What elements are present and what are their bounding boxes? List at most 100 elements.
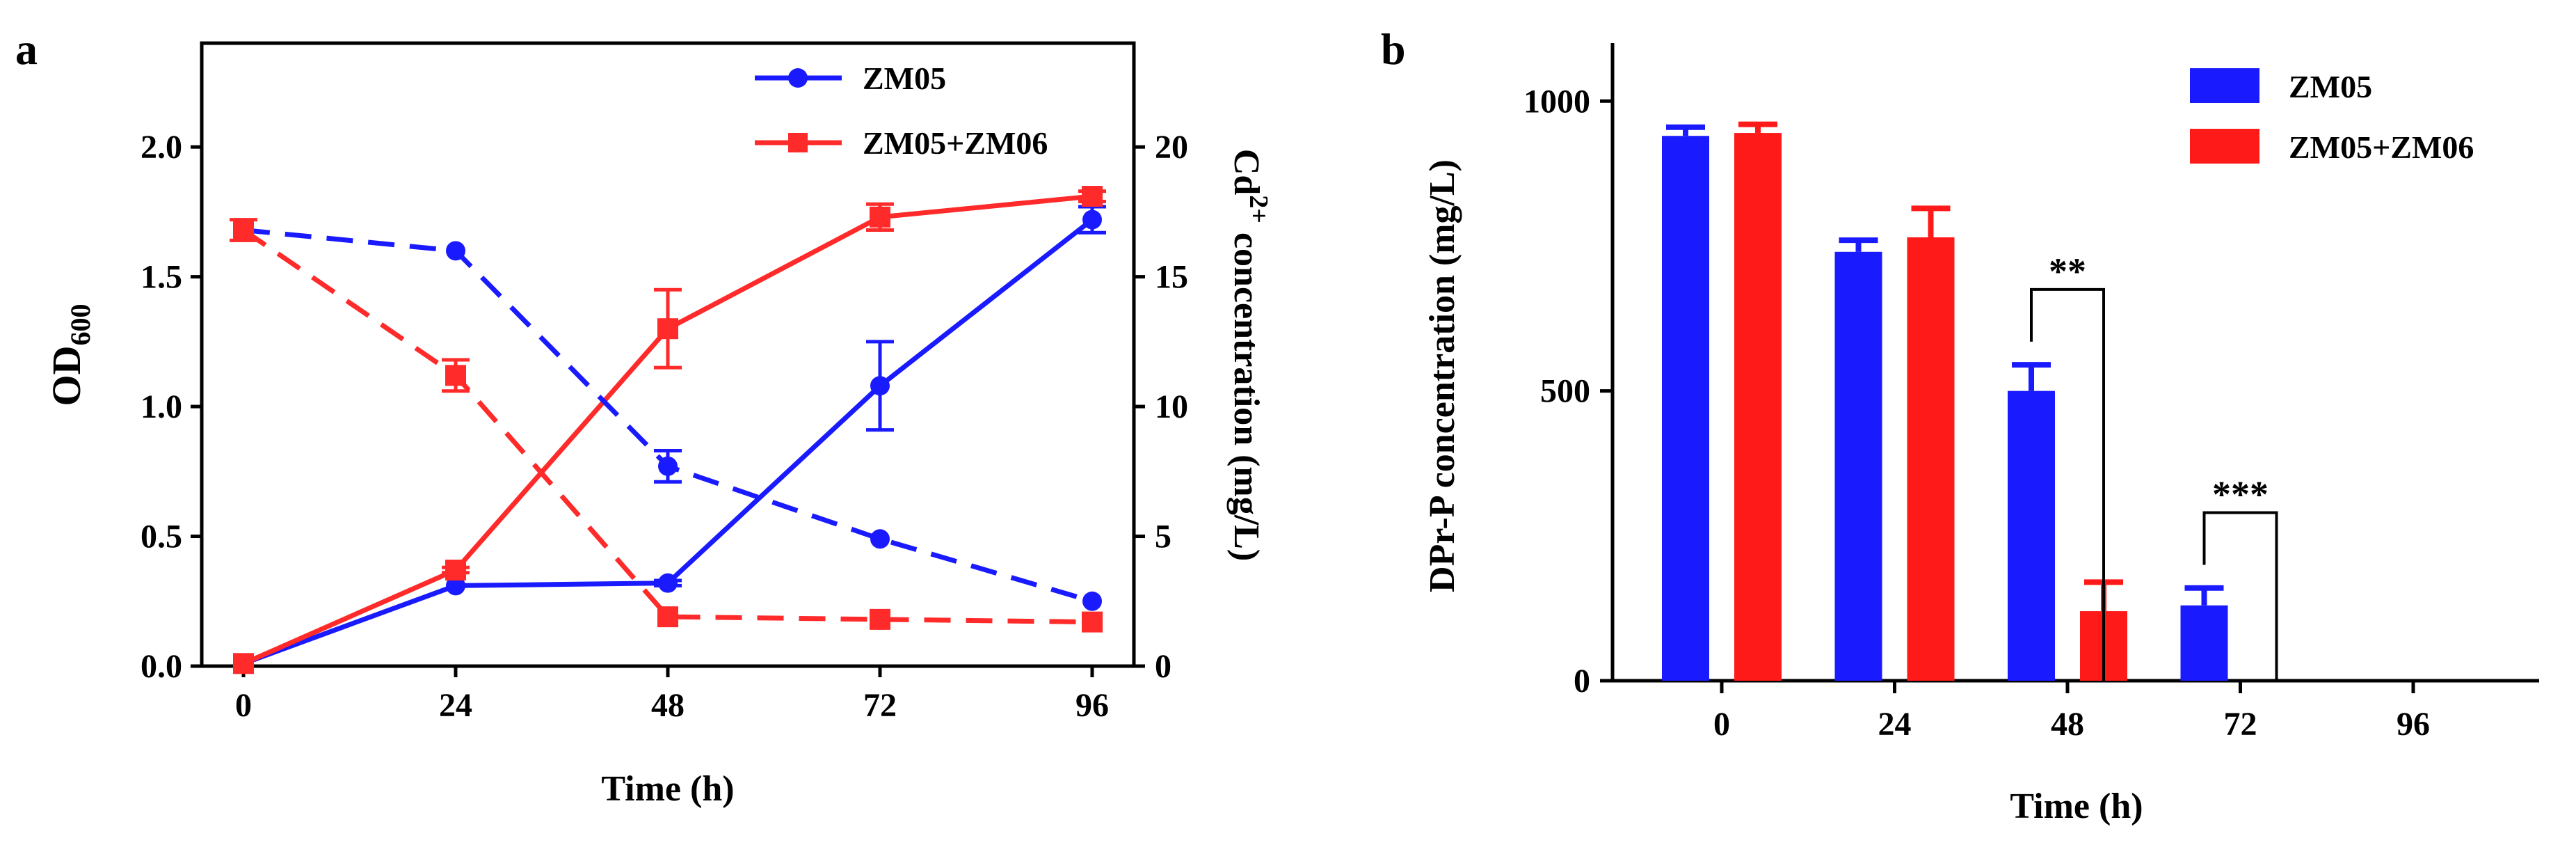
b-series-zm05 [1662,124,2228,681]
panel-b-y-axis: 0 500 1000 [1523,83,1613,700]
b-bar [2008,390,2055,681]
panel-a-left-axis: 0.0 0.5 1.0 1.5 2.0 [141,129,202,685]
legend-a-zm05: ZM05 [755,61,946,96]
b-x-tick-label: 96 [2397,706,2430,743]
svg-text:Cd2+ concentration (mg/L): Cd2+ concentration (mg/L) [1226,149,1273,561]
a-series-line [242,194,1093,666]
b-y-tick-label: 1000 [1523,83,1590,120]
a-series-zm05-zm06-cd [230,218,1103,633]
panel-b-ylabel-text: DPr-P concentration (mg/L) [1423,159,1462,592]
a-left-tick-label: 1.0 [141,388,182,425]
b-significance-bracket: *** [2202,474,2278,681]
a-right-tick-label: 15 [1155,259,1188,296]
b-significance-line [2202,511,2278,681]
a-data-point [1082,210,1102,230]
b-y-tick-label: 500 [1540,373,1590,410]
b-x-tick-label: 0 [1713,706,1730,743]
a-series-zm05-od600 [234,205,1106,674]
a-data-point [870,376,890,396]
b-significance-label: *** [2212,474,2269,516]
od-label-base: OD [44,346,89,406]
legend-b-zm05: ZM05 [2190,68,2372,104]
a-data-point [233,653,254,674]
a-data-point [446,241,465,261]
legend-b-zm05-zm06-label: ZM05+ZM06 [2289,129,2474,165]
a-series-zm05-zm06-od600 [233,186,1106,674]
a-x-tick-label: 0 [235,687,252,724]
b-x-tick-label: 24 [1878,706,1912,743]
b-significance-label: ** [2049,251,2086,292]
a-data-point [657,318,678,340]
a-left-tick-label: 0.5 [141,519,182,555]
b-y-tick-label: 0 [1574,663,1590,700]
b-bar [2180,605,2228,681]
legend-b-zm05-swatch [2190,68,2259,103]
a-data-point [658,573,678,593]
legend-b-zm05-label: ZM05 [2289,69,2372,104]
a-data-point [1082,591,1102,611]
panel-a-series [230,186,1106,674]
panel-a-xlabel: Time (h) [601,769,734,809]
a-series-line [242,217,1094,666]
panel-a-label: a [15,24,38,74]
a-x-tick-label: 72 [863,687,897,724]
a-data-point [658,456,678,476]
a-data-point [445,365,466,386]
panel-a-right-axis: 0 5 10 15 20 [1134,129,1188,685]
panel-a-left-ylabel: OD600 [44,304,96,406]
a-data-point [870,529,890,549]
a-data-point [657,606,678,628]
a-x-tick-label: 96 [1075,687,1109,724]
b-bar [1907,237,1955,681]
a-data-point [1082,186,1103,207]
legend-a-zm05-zm06-marker [788,133,808,152]
a-right-tick-label: 10 [1155,388,1188,425]
b-bar [1662,136,1709,681]
a-data-point [445,560,466,581]
panel-b-xlabel: Time (h) [2010,787,2143,826]
a-data-point [446,576,465,596]
a-data-point [1082,611,1103,633]
svg-text:OD600: OD600 [44,304,96,406]
b-series-zm05-zm06 [1734,121,2127,681]
legend-a-zm05-label: ZM05 [863,61,946,96]
b-significance-line [2030,287,2105,681]
b-x-tick-label: 72 [2224,706,2257,743]
panel-b-significance: ***** [2030,251,2278,681]
cd-label-rest: concentration (mg/L) [1226,223,1266,561]
a-right-tick-label: 0 [1155,648,1171,685]
a-right-tick-label: 20 [1155,129,1188,166]
panel-a-right-ylabel: Cd2+ concentration (mg/L) [1226,149,1273,561]
a-left-tick-label: 2.0 [141,129,182,166]
panel-b-label: b [1381,24,1406,74]
b-significance-bracket: ** [2030,251,2105,681]
panel-b-legend: ZM05 ZM05+ZM06 [2190,68,2474,165]
a-left-tick-label: 1.5 [141,259,182,296]
panel-b-ylabel: DPr-P concentration (mg/L) [1423,159,1462,592]
b-x-tick-label: 48 [2051,706,2084,743]
legend-a-zm05-zm06-label: ZM05+ZM06 [863,125,1048,161]
panel-b-x-axis: 0 24 48 72 96 [1713,681,2430,743]
a-series-line [243,228,1093,604]
panel-a: a 0.0 0.5 1.0 1.5 2.0 0 5 10 15 20 0 24 48 72 96 OD6… [15,24,1273,809]
panel-a-legend: ZM05 ZM05+ZM06 [755,61,1048,161]
a-x-tick-label: 24 [439,687,472,724]
a-data-point [870,608,890,630]
a-series-line [242,228,1093,625]
a-series-zm05-cd [234,220,1102,611]
panel-b-bars [1662,121,2228,681]
legend-a-zm05-marker [788,68,808,88]
b-bar [1734,133,1782,681]
legend-b-zm05-zm06: ZM05+ZM06 [2190,129,2474,165]
a-data-point [870,206,890,228]
cd-label-base: Cd [1226,149,1266,196]
a-left-tick-label: 0.0 [141,648,182,685]
b-bar [1834,251,1882,681]
legend-a-zm05-zm06: ZM05+ZM06 [755,125,1048,161]
panel-a-x-axis: 0 24 48 72 96 [235,666,1109,724]
a-right-tick-label: 5 [1155,519,1171,555]
a-data-point [233,219,254,241]
cd-label-sup: 2+ [1244,195,1273,223]
